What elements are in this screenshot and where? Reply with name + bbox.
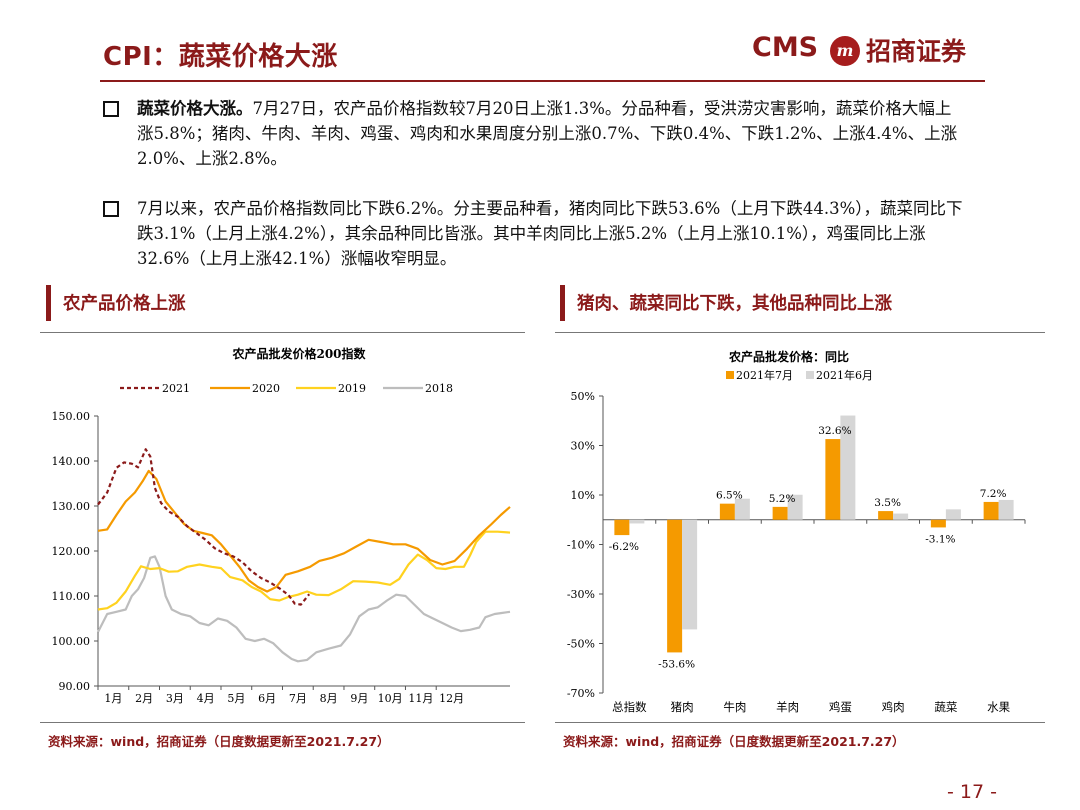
y-tick-label: -30% — [567, 588, 595, 601]
bar-jun-7 — [998, 499, 1014, 520]
x-tick-label: 1月 — [104, 692, 122, 705]
y-tick-label: -50% — [567, 638, 595, 651]
category-label: 蔬菜 — [934, 700, 957, 714]
y-tick-label: 50% — [571, 390, 595, 403]
x-tick-label: 11月 — [408, 692, 433, 705]
section-accent-bar — [46, 285, 51, 321]
bar-jun-5 — [893, 513, 909, 520]
legend-swatch-jul — [726, 371, 734, 379]
x-tick-label: 3月 — [166, 692, 184, 705]
y-tick-label: 150.00 — [52, 410, 91, 423]
y-tick-label: 120.00 — [52, 545, 91, 558]
right-section-title: 猪肉、蔬菜同比下跌，其他品种同比上涨 — [577, 294, 892, 314]
logo-cms-text: CMS — [752, 32, 819, 63]
x-tick-label: 12月 — [439, 692, 464, 705]
data-label: 7.2% — [980, 488, 1007, 500]
bar-jul-2 — [719, 503, 735, 520]
data-label: 5.2% — [769, 493, 796, 505]
data-label: 6.5% — [716, 490, 743, 502]
category-label: 牛肉 — [723, 700, 746, 714]
company-logo: CMS m 招商证券 — [752, 30, 988, 74]
logo-company-name: 招商证券 — [866, 37, 967, 66]
y-tick-label: 140.00 — [52, 455, 91, 468]
y-tick-label: 90.00 — [59, 680, 91, 693]
bar-jun-0 — [629, 519, 645, 524]
square-bullet-icon — [103, 201, 119, 217]
section-accent-bar — [560, 285, 565, 321]
bar-jul-3 — [772, 506, 788, 520]
y-tick-label: -70% — [567, 687, 595, 700]
bar-jun-6 — [945, 509, 961, 520]
bar-jul-0 — [614, 519, 630, 536]
right-source-note: 资料来源：wind，招商证券（日度数据更新至2021.7.27） — [563, 734, 905, 749]
category-label: 鸡肉 — [882, 700, 905, 714]
bar-jul-6 — [930, 519, 946, 528]
left-section-header: 农产品价格上涨 — [46, 285, 516, 321]
x-tick-label: 9月 — [350, 692, 368, 705]
bar-jul-7 — [983, 501, 999, 520]
bar-jun-1 — [682, 519, 698, 630]
category-label: 鸡蛋 — [829, 700, 852, 714]
legend-label-jul: 2021年7月 — [736, 368, 793, 382]
legend-label-2019: 2019 — [338, 382, 366, 395]
right-chart-top-rule — [555, 332, 1045, 333]
bar-chart-title: 农产品批发价格：同比 — [728, 349, 849, 364]
x-tick-label: 8月 — [320, 692, 338, 705]
right-chart-bottom-rule — [555, 722, 1045, 723]
bar-jun-4 — [840, 415, 856, 520]
data-label: -6.2% — [609, 541, 639, 553]
data-label: -3.1% — [925, 533, 955, 545]
series-line-2018 — [97, 555, 511, 663]
page-number: - 17 - — [947, 781, 997, 803]
bar-jul-4 — [825, 439, 841, 520]
x-tick-label: 10月 — [378, 692, 403, 705]
series-line-2021 — [97, 448, 311, 606]
y-tick-label: 30% — [571, 440, 595, 453]
data-label: -53.6% — [658, 658, 695, 670]
left-chart-top-rule — [40, 332, 525, 333]
bar-jul-1 — [667, 519, 683, 653]
bullet-lead: 蔬菜价格大涨。 — [137, 99, 253, 118]
bullet-text: 7月27日，农产品价格指数较7月20日上涨1.3%。分品种看，受洪涝灾害影响，蔬… — [137, 99, 958, 168]
y-tick-label: 10% — [571, 489, 595, 502]
left-section-title: 农产品价格上涨 — [63, 294, 186, 314]
legend-label-2018: 2018 — [425, 382, 453, 395]
y-tick-label: -10% — [567, 539, 595, 552]
bullet-paragraph-1: 蔬菜价格大涨。7月27日，农产品价格指数较7月20日上涨1.3%。分品种看，受洪… — [103, 96, 973, 174]
page-title: CPI：蔬菜价格大涨 — [103, 42, 338, 72]
x-tick-label: 2月 — [135, 692, 153, 705]
header-divider — [100, 80, 985, 82]
category-label: 猪肉 — [671, 700, 694, 714]
bar-jun-2 — [734, 498, 750, 520]
line-chart-title: 农产品批发价格200指数 — [231, 346, 366, 361]
right-section-header: 猪肉、蔬菜同比下跌，其他品种同比上涨 — [560, 285, 1040, 321]
bullet-text: 7月以来，农产品价格指数同比下跌6.2%。分主要品种看，猪肉同比下跌53.6%（… — [137, 199, 963, 268]
bar-jun-3 — [787, 494, 803, 520]
legend-label-2021: 2021 — [162, 382, 190, 395]
category-label: 水果 — [987, 700, 1010, 714]
category-label: 羊肉 — [776, 700, 799, 714]
category-label: 总指数 — [612, 700, 647, 714]
y-tick-label: 100.00 — [52, 635, 91, 648]
square-bullet-icon — [103, 101, 119, 117]
logo-emblem-icon: m — [830, 36, 860, 66]
data-label: 3.5% — [874, 497, 901, 509]
y-tick-label: 110.00 — [52, 590, 91, 603]
x-tick-label: 7月 — [289, 692, 307, 705]
series-line-2019 — [97, 530, 511, 611]
line-chart: 农产品批发价格200指数 2021 2020 2019 2018 150.00 140.00… — [52, 346, 511, 705]
left-source-note: 资料来源：wind，招商证券（日度数据更新至2021.7.27） — [48, 734, 390, 749]
legend-swatch-jun — [806, 371, 814, 379]
x-tick-label: 5月 — [227, 692, 245, 705]
y-tick-label: 130.00 — [52, 500, 91, 513]
bar-jul-5 — [878, 511, 894, 520]
x-tick-label: 6月 — [258, 692, 276, 705]
bullet-paragraph-2: 7月以来，农产品价格指数同比下跌6.2%。分主要品种看，猪肉同比下跌53.6%（… — [103, 196, 973, 274]
data-label: 32.6% — [818, 425, 851, 437]
x-tick-label: 4月 — [197, 692, 215, 705]
legend-label-jun: 2021年6月 — [816, 368, 873, 382]
left-chart-bottom-rule — [40, 722, 525, 723]
legend-label-2020: 2020 — [252, 382, 280, 395]
bar-chart: 农产品批发价格：同比 2021年7月 2021年6月 50% 30% 10% -10% -30… — [567, 349, 1026, 714]
